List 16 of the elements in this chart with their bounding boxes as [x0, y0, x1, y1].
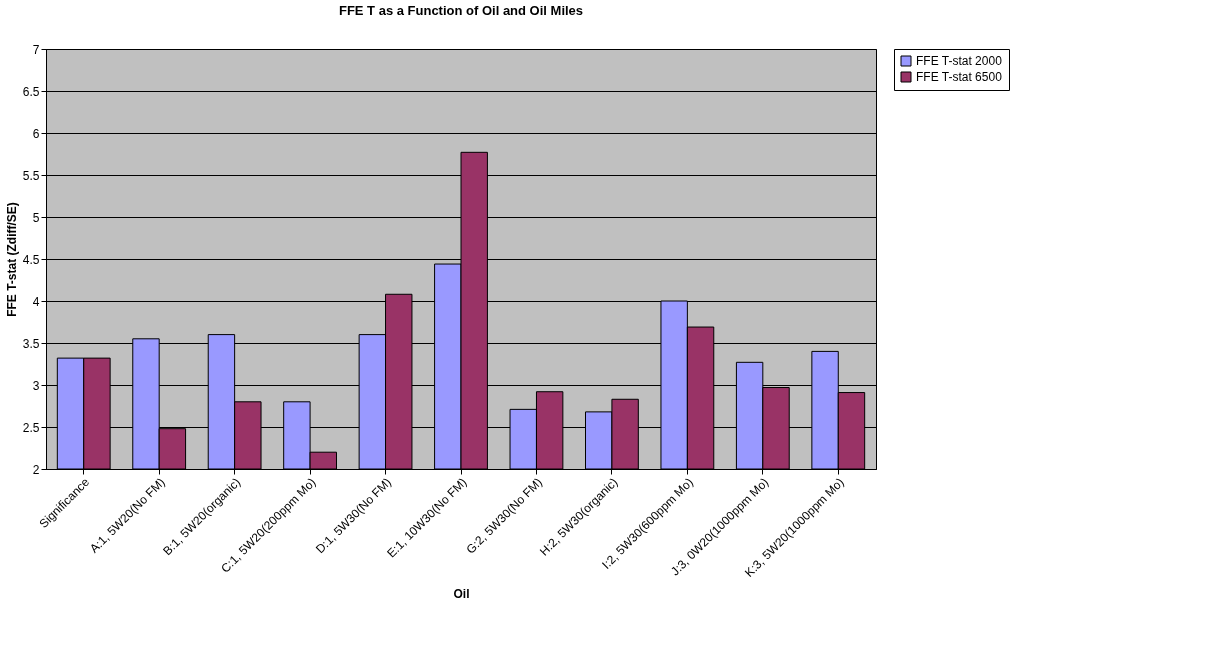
y-tick-label: 2: [32, 462, 40, 477]
y-tick-label: 3: [32, 378, 40, 393]
y-tick-label: 2.5: [22, 420, 40, 435]
y-tick-label: 4: [32, 294, 40, 309]
legend-label: FFE T-stat 6500: [916, 70, 1003, 84]
y-axis-title: FFE T-stat (Zdiff/SE): [4, 202, 19, 317]
y-tick-label: 6: [32, 126, 40, 141]
y-tick-label: 5: [32, 210, 40, 225]
y-tick-label: 3.5: [22, 336, 40, 351]
y-tick-label: 5.5: [22, 168, 40, 183]
chart-title: FFE T as a Function of Oil and Oil Miles: [338, 3, 584, 18]
x-axis-title: Oil: [453, 587, 470, 602]
legend-label: FFE T-stat 2000: [916, 54, 1003, 68]
y-tick-label: 7: [32, 42, 40, 57]
y-tick-label: 4.5: [22, 252, 40, 267]
y-tick-label: 6.5: [22, 84, 40, 99]
